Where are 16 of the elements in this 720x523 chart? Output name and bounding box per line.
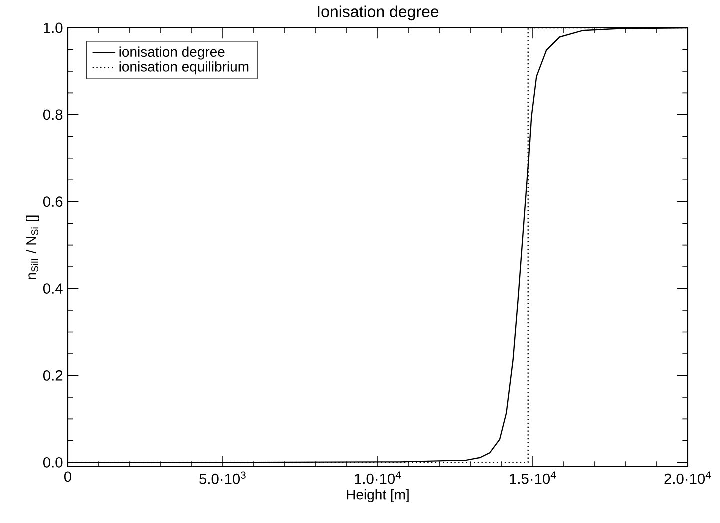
- chart-title: Ionisation degree: [318, 6, 439, 21]
- legend-label: ionisation equilibrium: [120, 62, 249, 75]
- legend-label: ionisation degree: [120, 46, 225, 60]
- y-tick-label: 0.8: [43, 110, 63, 120]
- y-tick-label: 0.0: [43, 457, 63, 468]
- y-tick-label: 0.2: [43, 370, 63, 381]
- y-tick-label: 1.0: [44, 22, 63, 34]
- x-tick-label: 5.0·10$^{3}$: [200, 472, 246, 484]
- x-tick-label: 0: [64, 472, 72, 482]
- y-axis-title: n$_{SiII}$ / N$_{Si}$ []: [26, 216, 40, 280]
- y-tick-label: 0.4: [43, 284, 63, 294]
- x-tick-label: 1.0·10$^{4}$: [355, 472, 402, 484]
- x-axis-title: Height [m]: [347, 489, 409, 503]
- x-tick-label: 2.0·10$^{4}$: [664, 472, 712, 484]
- y-tick-label: 0.6: [43, 196, 63, 208]
- x-tick-label: 1.5·10$^{4}$: [510, 472, 556, 484]
